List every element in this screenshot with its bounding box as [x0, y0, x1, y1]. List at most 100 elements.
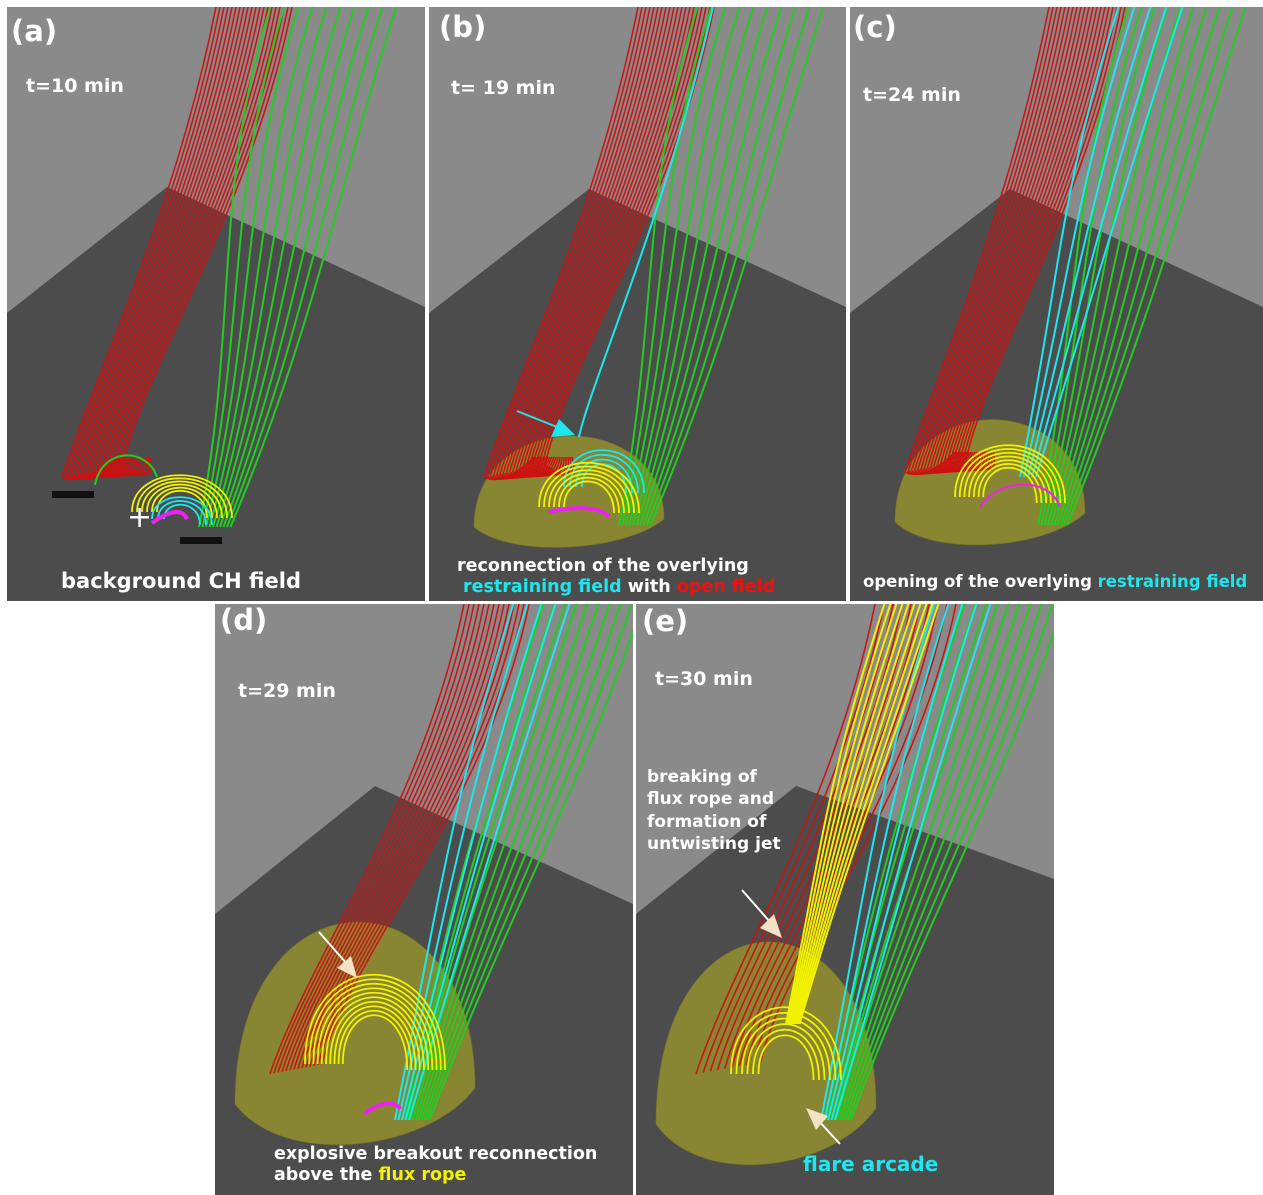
restraining-field-line — [1027, 7, 1152, 478]
closed-field-line — [621, 7, 713, 526]
panel-d-scene — [215, 604, 633, 1195]
caption-highlight: restraining field — [1097, 572, 1248, 591]
closed-field-line — [205, 7, 300, 528]
flux-rope-line — [788, 604, 898, 1025]
note-line: untwisting jet — [647, 834, 781, 855]
restraining-field-line — [1019, 7, 1120, 478]
panel-label: (e) — [642, 604, 689, 638]
caption-text: with — [621, 577, 677, 598]
caption-highlight: flux rope — [378, 1165, 467, 1186]
open-field-line — [285, 604, 485, 1072]
floor-plane — [7, 187, 425, 601]
closed-field-line — [625, 7, 727, 526]
flux-rope-line — [795, 604, 928, 1025]
closed-field-line — [420, 604, 611, 1121]
core-field-line — [972, 459, 1048, 504]
panel-label: (b) — [439, 10, 487, 44]
closed-field-line — [1046, 7, 1169, 526]
panel-c-scene — [850, 7, 1263, 601]
open-field-line — [760, 604, 957, 1063]
closed-field-line — [836, 604, 1010, 1121]
core-field-line — [958, 448, 1062, 504]
closed-field-line — [1043, 7, 1156, 526]
restraining-field-line — [563, 449, 645, 494]
flux-rope-line — [730, 1006, 842, 1081]
closed-field-line — [635, 7, 769, 526]
restraining-field-line — [1023, 7, 1136, 478]
core-field-line — [151, 496, 213, 526]
closed-field-line — [830, 604, 988, 1121]
core-field-lines — [954, 444, 1066, 508]
sheared-field-line — [150, 510, 189, 525]
closed-field-line — [428, 628, 633, 1121]
flux-rope-lines — [304, 973, 446, 1116]
restraining-field-line — [401, 604, 543, 1121]
restraining-field-line — [569, 454, 639, 494]
closed-field-line — [849, 628, 1054, 1121]
core-field-line — [954, 444, 1066, 504]
open-field-line — [716, 604, 903, 1071]
core-field-line — [963, 451, 1057, 504]
floor-plane — [429, 189, 846, 601]
panel-b: (b) t= 19 min reconnection of the overly… — [429, 7, 846, 601]
closed-field-line — [1059, 7, 1221, 526]
closed-field-line — [426, 604, 633, 1121]
open-field-line — [702, 604, 885, 1073]
note-line: breaking of — [647, 767, 757, 787]
panel-d: (d) t=29 min explosive breakout reconnec… — [215, 604, 633, 1195]
open-field-line — [121, 7, 293, 476]
panel-a-scene: + — [7, 7, 425, 601]
open-field-line — [277, 604, 475, 1073]
panel-time: t= 19 min — [451, 77, 556, 99]
core-field-line — [136, 477, 228, 519]
open-field-line — [964, 7, 1126, 471]
open-field-lines — [904, 7, 1126, 476]
closed-field-line — [198, 7, 272, 528]
flux-rope-line — [757, 1034, 815, 1081]
core-field-line — [151, 486, 213, 519]
closed-field-line — [219, 7, 356, 528]
restraining-field-line — [578, 7, 714, 438]
core-field-line — [563, 480, 615, 514]
closed-field-line — [847, 604, 1054, 1121]
open-field-line — [281, 604, 480, 1072]
closed-field-line — [618, 7, 699, 526]
polarity-bars — [52, 491, 222, 544]
flux-rope-line — [329, 1000, 421, 1071]
closed-field-line — [212, 7, 328, 528]
closed-field-line — [423, 604, 622, 1121]
closed-field-line — [412, 604, 578, 1121]
restraining-field-line — [820, 604, 936, 1121]
closed-field-line — [215, 7, 342, 528]
panel-label: (c) — [853, 10, 897, 44]
core-field-line — [538, 461, 640, 514]
flux-rope-line — [337, 1009, 413, 1071]
floor-plane — [850, 189, 1263, 601]
closed-field-line — [1063, 7, 1234, 526]
sheared-field-line — [363, 1101, 402, 1116]
core-field-line — [548, 469, 630, 514]
panel-a: + (a) t=10 min background CH field — [7, 7, 425, 601]
closed-field-line — [409, 604, 567, 1121]
closed-field-line — [1056, 7, 1208, 526]
negative-polarity-bar — [52, 491, 94, 498]
closed-field-lines — [198, 7, 398, 528]
sheared-field-line — [979, 483, 1061, 508]
arrow-indicator — [516, 410, 575, 437]
arrow-indicator — [741, 889, 782, 938]
sheared-field-line — [548, 506, 611, 519]
open-field-lines — [61, 7, 293, 481]
closed-field-line — [1066, 7, 1247, 526]
core-field-line — [141, 480, 223, 519]
positive-polarity-symbol: + — [127, 500, 152, 535]
restraining-field-line — [823, 604, 950, 1121]
note-line: formation of — [647, 811, 767, 832]
closed-field-line — [229, 7, 398, 528]
flux-rope-line — [794, 604, 922, 1025]
flux-rope-line — [312, 982, 438, 1071]
flux-rope-line — [735, 1012, 837, 1081]
panel-label: (d) — [220, 604, 268, 637]
arrow-indicator — [806, 1108, 841, 1145]
flux-rope-line — [786, 604, 892, 1025]
closed-field-line — [222, 7, 370, 528]
